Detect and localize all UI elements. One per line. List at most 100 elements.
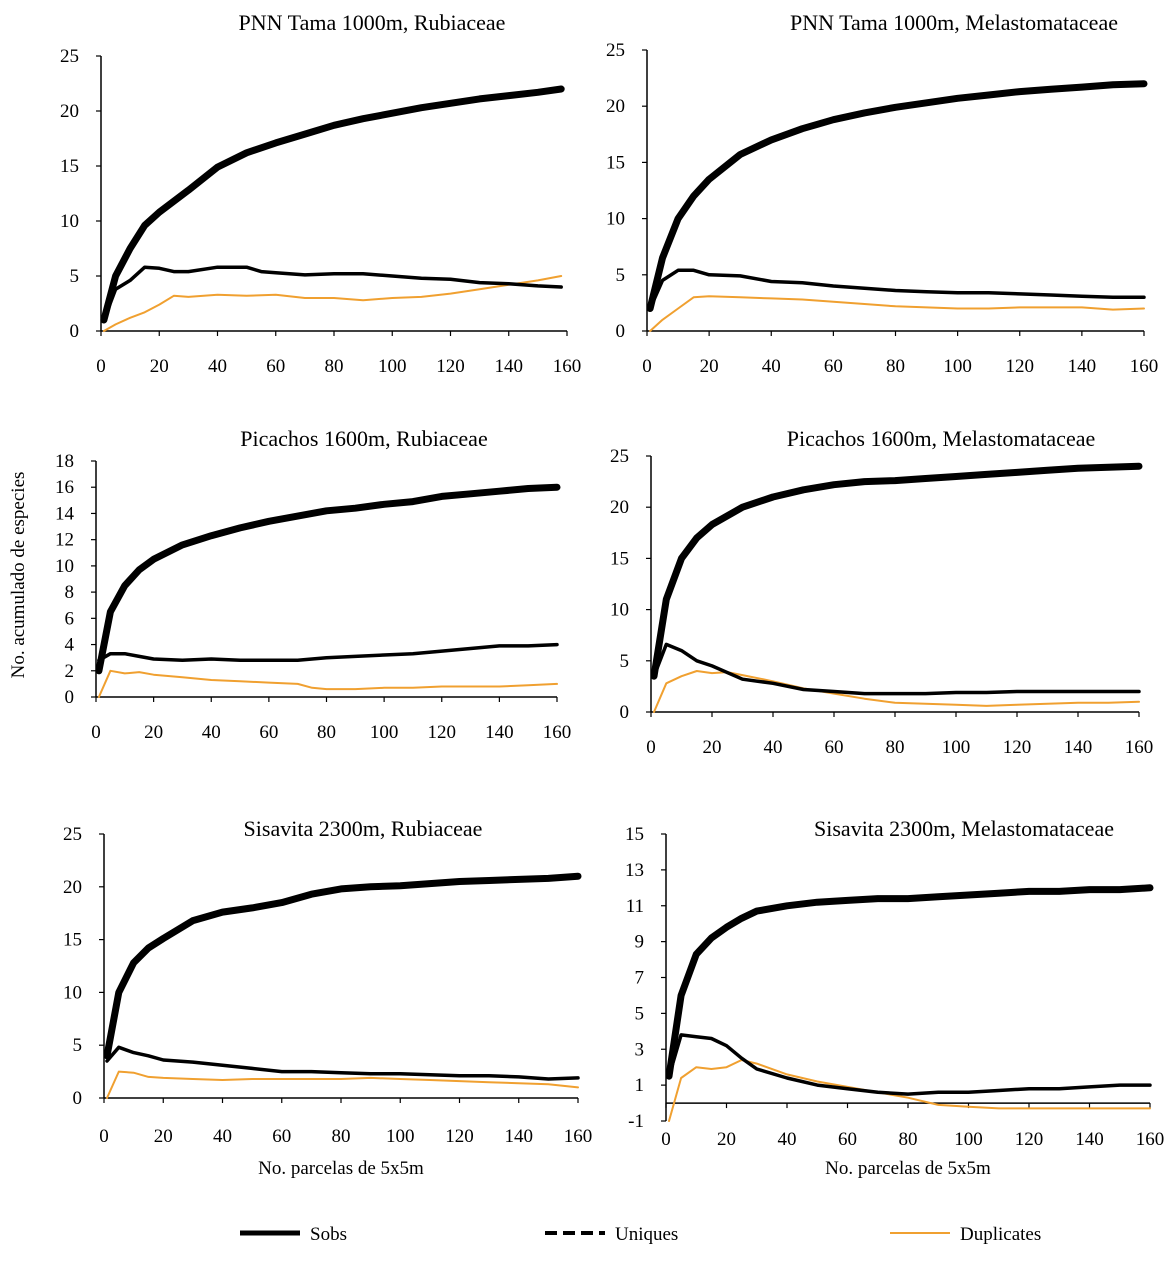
x-tick-label: 60 (838, 1129, 857, 1150)
y-tick-label: 16 (55, 477, 74, 498)
legend-label: Duplicates (960, 1224, 1041, 1245)
series-line-sobs (100, 85, 565, 324)
y-tick-label: 8 (65, 582, 75, 603)
x-axis-label: No. parcelas de 5x5m (258, 1158, 424, 1179)
x-tick-label: 60 (266, 356, 285, 377)
y-tick-label: 15 (60, 156, 79, 177)
chart-panel-4: Picachos 1600m, Melastomataceae 0 5 10 15 20 2… (610, 426, 1153, 758)
y-tick-label: 7 (635, 968, 645, 989)
chart-title: PNN Tama 1000m, Rubiaceae (239, 10, 506, 35)
y-tick-label: 14 (55, 503, 75, 524)
legend-label: Uniques (615, 1224, 678, 1245)
series-line-uniques (652, 642, 1141, 696)
series-line-duplicates (97, 669, 558, 698)
y-tick-label: 25 (610, 446, 629, 467)
y-tick-label: 10 (55, 556, 74, 577)
chart-title: Picachos 1600m, Rubiaceae (240, 426, 487, 451)
x-tick-label: 20 (154, 1126, 173, 1147)
chart-title: Sisavita 2300m, Rubiaceae (244, 816, 483, 841)
y-tick-label: 1 (635, 1075, 645, 1096)
x-tick-label: 0 (661, 1129, 671, 1150)
y-tick-label: 25 (606, 40, 625, 61)
x-tick-label: 80 (886, 737, 905, 758)
x-axis-label: No. parcelas de 5x5m (825, 1158, 991, 1179)
x-tick-label: 120 (445, 1126, 474, 1147)
x-tick-label: 0 (646, 737, 656, 758)
y-tick-label: 3 (635, 1039, 645, 1060)
series-line-duplicates (106, 1070, 579, 1099)
y-tick-label: 20 (60, 101, 79, 122)
x-tick-label: 120 (436, 356, 465, 377)
x-tick-label: 100 (942, 737, 971, 758)
x-tick-label: 40 (213, 1126, 232, 1147)
y-tick-label: 15 (63, 930, 82, 951)
y-tick-label: 20 (610, 497, 629, 518)
x-tick-label: 40 (764, 737, 783, 758)
chart-title: PNN Tama 1000m, Melastomataceae (790, 10, 1118, 35)
chart-panel-2: PNN Tama 1000m, Melastomataceae 0 5 10 15 20 2… (606, 10, 1158, 377)
x-tick-label: 20 (703, 737, 722, 758)
y-tick-label: 2 (65, 661, 75, 682)
y-tick-label: 5 (616, 265, 626, 286)
series-line-duplicates (653, 670, 1140, 713)
chart-title: Sisavita 2300m, Melastomataceae (814, 816, 1114, 841)
x-tick-label: 160 (553, 356, 582, 377)
x-tick-label: 0 (91, 722, 101, 743)
y-tick-label: 5 (73, 1035, 83, 1056)
y-tick-label: 6 (65, 608, 75, 629)
chart-panel-5: Sisavita 2300m, Rubiaceae 0 5 10 15 20 25 0 20 40… (63, 816, 592, 1179)
series-line-duplicates (668, 1059, 1151, 1122)
chart-panel-3: Picachos 1600m, Rubiaceae 0 2 4 6 8 10 12 14 16 18… (55, 426, 571, 743)
legend-item-duplicates: Duplicates (890, 1224, 1041, 1245)
x-tick-label: 40 (208, 356, 227, 377)
x-tick-label: 80 (332, 1126, 351, 1147)
x-tick-label: 120 (1003, 737, 1032, 758)
x-tick-label: 0 (96, 356, 106, 377)
series-line-duplicates (649, 295, 1145, 332)
series-line-uniques (667, 1033, 1152, 1096)
x-tick-label: 140 (1068, 356, 1097, 377)
x-tick-label: 120 (1006, 356, 1035, 377)
x-tick-label: 80 (317, 722, 336, 743)
y-tick-label: 12 (55, 530, 74, 551)
x-tick-label: 40 (762, 356, 781, 377)
x-tick-label: 40 (202, 722, 221, 743)
y-tick-label: 15 (610, 548, 629, 569)
series-line-sobs (646, 80, 1148, 312)
y-tick-label: 0 (70, 321, 80, 342)
y-tick-label: 20 (63, 877, 82, 898)
y-tick-label: 11 (626, 896, 644, 917)
x-tick-label: 140 (1075, 1129, 1104, 1150)
y-tick-label: 10 (60, 211, 79, 232)
series-line-uniques (97, 642, 559, 663)
x-tick-label: 60 (259, 722, 278, 743)
series-line-sobs (95, 483, 561, 675)
y-tick-label: 25 (60, 46, 79, 67)
x-tick-label: 60 (272, 1126, 291, 1147)
x-tick-label: 100 (370, 722, 399, 743)
series-line-uniques (102, 265, 563, 322)
chart-panel-1: PNN Tama 1000m, Rubiaceae 0 5 10 15 20 25 0 20 40… (60, 10, 581, 377)
x-tick-label: 80 (886, 356, 905, 377)
chart-title: Picachos 1600m, Melastomataceae (787, 426, 1096, 451)
legend: Sobs Uniques Duplicates (240, 1224, 1041, 1245)
x-tick-label: 80 (899, 1129, 918, 1150)
x-tick-label: 20 (717, 1129, 736, 1150)
series-line-sobs (103, 872, 582, 1060)
x-tick-label: 20 (144, 722, 163, 743)
x-tick-label: 140 (505, 1126, 534, 1147)
y-tick-label: 13 (625, 860, 644, 881)
y-tick-label: 5 (70, 266, 80, 287)
series-line-sobs (665, 884, 1154, 1080)
y-tick-label: 10 (606, 209, 625, 230)
y-tick-label: 18 (55, 451, 74, 472)
x-tick-label: 160 (1136, 1129, 1165, 1150)
y-tick-label: 0 (65, 687, 75, 708)
x-tick-label: 60 (825, 737, 844, 758)
y-tick-label: 10 (63, 982, 82, 1003)
legend-label: Sobs (310, 1224, 347, 1245)
series-line-uniques (648, 268, 1146, 311)
y-tick-label: 5 (620, 651, 630, 672)
x-tick-label: 120 (1015, 1129, 1044, 1150)
